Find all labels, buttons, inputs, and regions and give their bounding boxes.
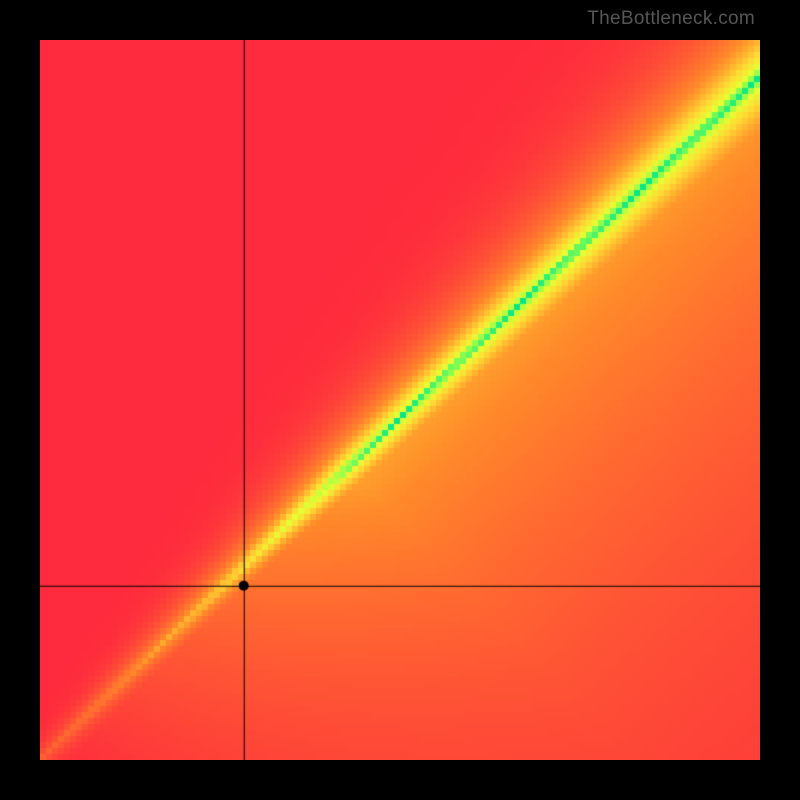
watermark-text: TheBottleneck.com [587, 8, 755, 30]
heatmap-plot [40, 40, 760, 760]
heatmap-canvas [40, 40, 760, 760]
